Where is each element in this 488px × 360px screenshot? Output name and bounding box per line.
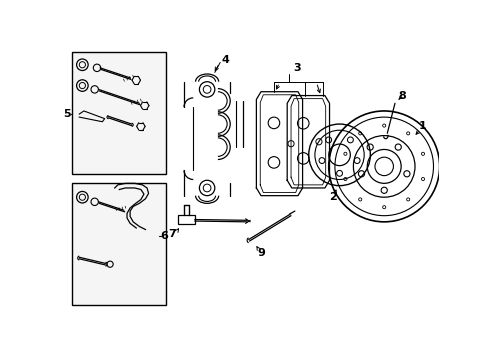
Bar (72, 53, 166, 174)
Text: 4: 4 (221, 55, 229, 65)
Text: 9: 9 (257, 248, 264, 258)
Text: 6: 6 (160, 231, 167, 241)
Bar (178, 215, 194, 224)
Text: 1: 1 (418, 121, 426, 131)
Text: 3: 3 (293, 63, 301, 73)
Text: 5: 5 (63, 109, 71, 119)
Bar (72, 183, 166, 305)
Text: 7: 7 (167, 229, 175, 239)
Text: 8: 8 (398, 91, 406, 100)
Text: 2: 2 (329, 192, 337, 202)
